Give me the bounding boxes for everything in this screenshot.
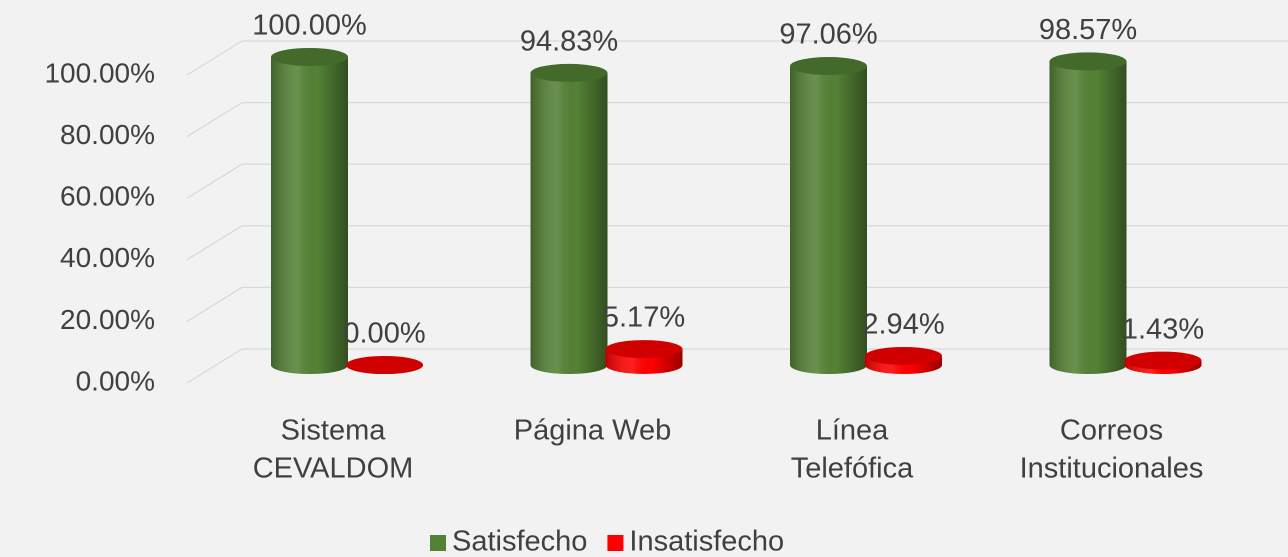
grid-line bbox=[186, 101, 1288, 138]
bar-top-shade bbox=[1124, 351, 1202, 370]
y-tick-label: 80.00% bbox=[60, 119, 155, 150]
bar-top-shade bbox=[790, 57, 867, 76]
legend-label: Insatisfecho bbox=[629, 526, 784, 557]
bar-top-shade bbox=[605, 340, 683, 359]
grid-line bbox=[186, 225, 1288, 261]
legend-swatch bbox=[607, 535, 624, 551]
y-tick-label: 20.00% bbox=[60, 304, 155, 335]
bar-shade bbox=[530, 72, 608, 375]
value-label: 98.57% bbox=[1039, 14, 1137, 46]
y-tick-label: 60.00% bbox=[60, 181, 155, 212]
value-label: 1.43% bbox=[1122, 313, 1204, 345]
bar-top bbox=[346, 356, 423, 374]
bar-shade bbox=[1049, 61, 1127, 375]
y-tick-label: 0.00% bbox=[76, 365, 155, 396]
bar-shade bbox=[271, 57, 348, 374]
x-tick-label: Telefófica bbox=[791, 453, 914, 485]
legend-label: Satisfecho bbox=[452, 526, 587, 557]
value-label: 97.06% bbox=[779, 19, 877, 51]
bar-top bbox=[605, 340, 683, 359]
x-tick-label: Sistema bbox=[281, 415, 387, 447]
bar-top bbox=[271, 48, 348, 66]
x-tick-label: CEVALDOM bbox=[253, 453, 414, 485]
bar-top bbox=[790, 57, 867, 76]
bar-shade bbox=[790, 66, 867, 374]
value-label: 100.00% bbox=[252, 10, 367, 42]
grid-line bbox=[186, 348, 1288, 384]
grid-line bbox=[186, 163, 1288, 199]
bar-top-shade bbox=[865, 346, 942, 365]
x-tick-label: Institucionales bbox=[1020, 453, 1204, 485]
legend-swatch bbox=[430, 535, 446, 551]
bar-top-shade bbox=[1049, 52, 1127, 71]
bar-top-shade bbox=[271, 48, 348, 66]
value-label: 2.94% bbox=[862, 309, 944, 341]
x-tick-label: Línea bbox=[816, 415, 889, 447]
bar-top bbox=[530, 63, 608, 82]
y-tick-label: 40.00% bbox=[60, 242, 155, 273]
x-tick-label: Página Web bbox=[514, 415, 671, 447]
bar-top-shade bbox=[530, 63, 608, 82]
bar-top bbox=[865, 346, 942, 365]
value-label: 5.17% bbox=[603, 302, 685, 334]
x-tick-label: Correos bbox=[1060, 415, 1163, 447]
bar-top bbox=[1049, 52, 1127, 71]
grid-line bbox=[186, 286, 1288, 322]
value-label: 0.00% bbox=[343, 318, 425, 350]
y-tick-label: 100.00% bbox=[44, 57, 155, 88]
bar-top bbox=[1124, 351, 1202, 370]
bar-top-shade bbox=[346, 356, 423, 374]
grid-line bbox=[186, 40, 1288, 76]
value-label: 94.83% bbox=[520, 26, 618, 58]
